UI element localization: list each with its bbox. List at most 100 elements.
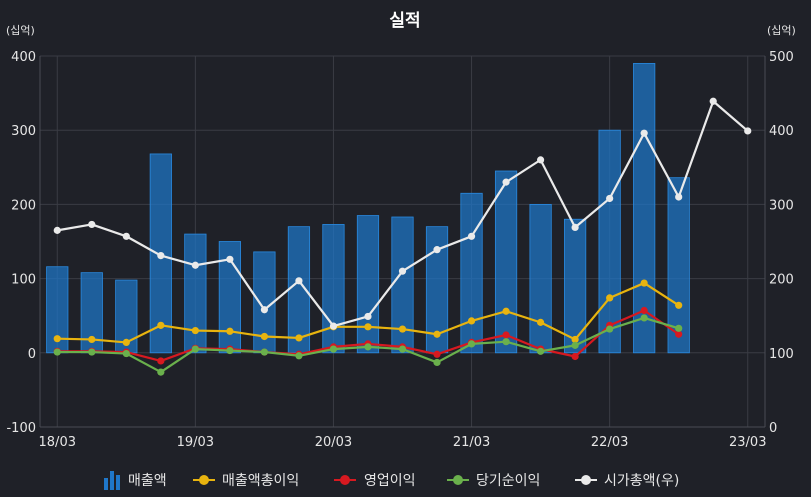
x-axis: 18/03 19/03 20/03 21/03 22/03 23/03 — [39, 435, 767, 450]
revenue-bar — [633, 63, 656, 354]
legend-item-operating-profit[interactable]: 영업이익 — [334, 473, 416, 489]
x-tick-label: 21/03 — [453, 435, 490, 450]
series-point — [502, 331, 510, 339]
legend-dot-icon — [340, 475, 350, 485]
x-tick-label: 22/03 — [591, 435, 628, 450]
series-point — [88, 220, 96, 229]
left-tick-label: 200 — [11, 198, 36, 213]
left-tick-label: -100 — [6, 421, 36, 436]
series-point — [433, 358, 441, 367]
series-point — [53, 226, 61, 234]
right-y-axis: 0 100 200 300 400 500 — [769, 50, 794, 436]
series-point — [398, 345, 407, 353]
x-tick-label: 19/03 — [177, 435, 214, 450]
right-tick-label: 200 — [769, 273, 794, 288]
bar-chart-icon-part — [110, 471, 114, 490]
revenue-bar — [184, 233, 207, 354]
legend-item-revenue[interactable]: 매출액 — [104, 471, 167, 490]
series-point — [122, 232, 130, 240]
series-point — [467, 317, 476, 325]
series-point — [88, 335, 96, 344]
series-point — [226, 346, 234, 355]
series-point — [502, 307, 510, 315]
right-axis-unit: (십억) — [767, 24, 796, 37]
series-point — [398, 267, 407, 275]
series-point — [571, 341, 579, 349]
series-point — [191, 345, 199, 353]
series-point — [675, 193, 683, 201]
series-point — [329, 345, 338, 353]
right-tick-label: 500 — [769, 50, 794, 65]
right-tick-label: 300 — [769, 198, 794, 213]
left-tick-label: 300 — [11, 124, 36, 139]
series-point — [606, 325, 614, 333]
series-point — [260, 332, 269, 341]
revenue-bar — [494, 170, 518, 354]
series-point — [226, 255, 234, 263]
series-point — [536, 156, 545, 164]
series-point — [295, 277, 303, 285]
series-point — [709, 97, 717, 105]
legend-dot-icon — [453, 475, 463, 485]
left-tick-label: 100 — [11, 273, 36, 288]
series-point — [502, 338, 510, 346]
revenue-bar — [564, 218, 587, 354]
series-point — [157, 321, 165, 329]
series-lines — [53, 97, 752, 376]
legend-item-market-cap[interactable]: 시가총액(우) — [575, 473, 679, 489]
legend-item-net-income[interactable]: 당기순이익 — [447, 473, 540, 489]
series-point — [364, 343, 372, 351]
series-point — [502, 178, 510, 186]
revenue-bar — [529, 203, 552, 354]
series-point — [260, 348, 269, 356]
series-point — [640, 314, 648, 322]
series-point — [675, 330, 683, 338]
series-point — [295, 352, 303, 360]
series-point — [364, 323, 372, 331]
bar-chart-icon-part — [116, 475, 120, 490]
series-point — [571, 335, 579, 344]
series-point — [571, 223, 579, 232]
series-point — [295, 334, 303, 342]
series-point — [640, 129, 648, 137]
series-point — [53, 348, 61, 356]
chart-title: 실적 — [389, 11, 420, 31]
series-point — [157, 357, 165, 365]
series-point — [467, 340, 476, 348]
series-point — [640, 279, 648, 287]
left-tick-label: 0 — [28, 347, 36, 362]
series-point — [157, 251, 165, 260]
series-point — [88, 348, 96, 356]
series-point — [675, 324, 683, 332]
series-point — [226, 327, 234, 335]
series-point — [536, 347, 545, 355]
series-point — [364, 312, 372, 321]
legend-item-gross-profit[interactable]: 매출액총이익 — [193, 473, 299, 489]
series-point — [571, 352, 579, 361]
left-axis-unit: (십억) — [6, 24, 35, 37]
series-point — [122, 349, 130, 358]
series-point — [640, 306, 648, 315]
legend: 매출액 매출액총이익 영업이익 당기순이익 시가총액(우) — [104, 471, 679, 490]
series-point — [191, 326, 199, 335]
revenue-bar — [598, 129, 621, 354]
legend-dot-icon — [581, 475, 591, 485]
legend-label-gross-profit: 매출액총이익 — [222, 473, 299, 489]
right-tick-label: 400 — [769, 124, 794, 139]
revenue-bar — [322, 224, 345, 354]
right-tick-label: 100 — [769, 347, 794, 362]
revenue-bar — [667, 177, 690, 354]
series-point — [329, 322, 338, 330]
series-point — [744, 127, 752, 135]
legend-dot-icon — [199, 475, 209, 485]
series-point — [53, 335, 61, 343]
left-tick-label: 400 — [11, 50, 36, 65]
legend-label-operating-profit: 영업이익 — [364, 473, 416, 489]
x-tick-label: 18/03 — [39, 435, 76, 450]
x-tick-label: 20/03 — [315, 435, 352, 450]
series-point — [467, 232, 476, 240]
left-y-axis: -100 0 100 200 300 400 — [6, 50, 36, 436]
right-tick-label: 0 — [769, 421, 777, 436]
bar-chart-icon — [104, 478, 108, 490]
